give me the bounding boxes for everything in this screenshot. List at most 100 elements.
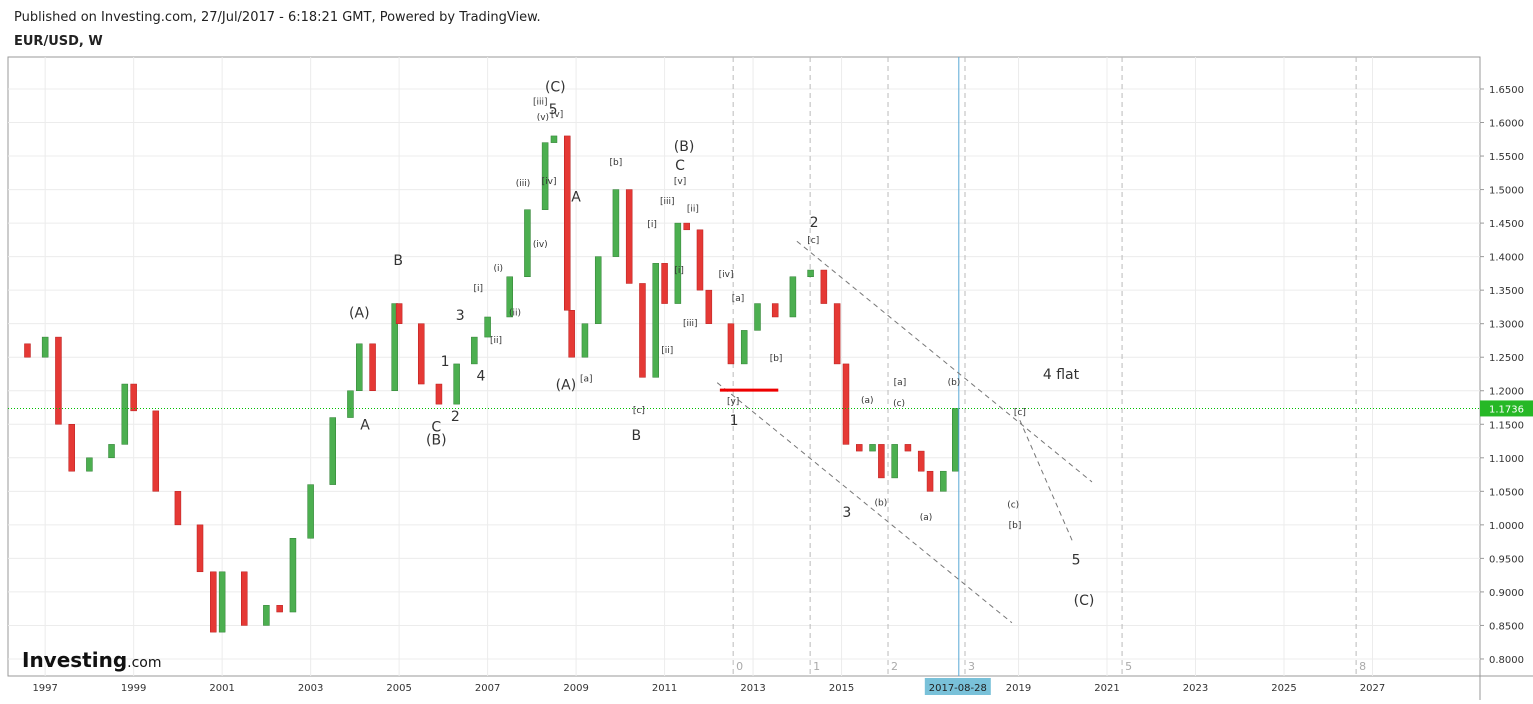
wave-label: [ii]: [687, 204, 699, 214]
candle: [771, 303, 779, 318]
candle: [926, 470, 934, 492]
wave-label: [iii]: [660, 197, 675, 207]
wave-label: C: [675, 158, 685, 174]
wave-label: (v): [537, 113, 549, 123]
x-tick-label: 2007: [475, 683, 500, 694]
last-price-box: [1480, 400, 1533, 417]
candle: [506, 276, 513, 318]
wave-label: [a]: [580, 375, 593, 385]
candle: [891, 444, 898, 479]
y-tick-label: 1.5000: [1489, 186, 1524, 197]
y-tick-label: 0.8500: [1489, 621, 1524, 632]
wave-label: [iv]: [542, 177, 557, 187]
candle: [484, 316, 491, 338]
wave-label: [v]: [551, 110, 563, 120]
logo-name: Investing: [22, 648, 127, 672]
candle: [789, 276, 797, 318]
candle: [369, 343, 376, 391]
y-tick-label: 1.2000: [1489, 387, 1524, 398]
candle: [55, 336, 62, 425]
fib-zone-label: 5: [1125, 660, 1132, 673]
wave-label: (c): [893, 399, 905, 409]
candle: [940, 470, 947, 492]
candle: [727, 323, 735, 365]
x-tick-label: 2027: [1360, 683, 1385, 694]
candle: [754, 303, 761, 331]
overlay: 0.8000 0.8500 0.9000 0.9500 1.0000 1.0500 1.10…: [22, 85, 1533, 695]
candle: [130, 383, 137, 412]
wave-label: [c]: [633, 406, 645, 416]
x-tick-label: 2005: [386, 683, 411, 694]
wave-label: 3: [842, 505, 851, 521]
wave-label: (iv): [533, 240, 548, 250]
wave-label: [i]: [647, 220, 657, 230]
wave-label: A: [571, 189, 581, 205]
x-tick-label: 1997: [32, 683, 57, 694]
fib-zone-label: 3: [968, 660, 975, 673]
wave-label: [i]: [674, 266, 684, 276]
fib-zone-label: 1: [813, 660, 820, 673]
wave-label: [v]: [674, 177, 686, 187]
y-tick-label: 1.4500: [1489, 219, 1524, 230]
wave-label: B: [393, 253, 403, 269]
trend-line: [716, 382, 1013, 624]
wave-label: 5: [549, 102, 558, 118]
y-tick-label: 1.1000: [1489, 454, 1524, 465]
wave-label: [b]: [1009, 521, 1022, 531]
wave-label: B: [631, 428, 641, 444]
candle: [661, 263, 668, 304]
trend-line: [796, 240, 1093, 483]
last-price-label: 1.1736: [1489, 404, 1524, 415]
x-tick-label: 2019: [1006, 683, 1031, 694]
wave-label: 2: [810, 215, 819, 231]
candle: [108, 444, 115, 459]
y-tick-label: 1.0500: [1489, 487, 1524, 498]
wave-label: (A): [349, 305, 370, 321]
candle: [683, 222, 690, 231]
candle: [639, 283, 646, 378]
y-tick-label: 1.0000: [1489, 521, 1524, 532]
wave-label: (A): [556, 378, 577, 394]
candle: [705, 289, 713, 324]
published-note: Published on Investing.com, 27/Jul/2017 …: [14, 10, 541, 25]
candle: [329, 417, 337, 485]
candle: [24, 343, 31, 358]
wave-label: [i]: [474, 284, 484, 294]
fib-zone-label: 8: [1359, 660, 1366, 673]
wave-label: (B): [426, 433, 447, 449]
candle: [276, 605, 283, 613]
candle: [152, 410, 160, 492]
wave-label: 1: [441, 354, 450, 370]
wave-label: [iii]: [533, 98, 548, 108]
cursor-box: [924, 678, 991, 695]
candle: [395, 303, 403, 324]
candle: [904, 444, 912, 452]
x-tick-label: 2011: [652, 683, 677, 694]
wave-label: (a): [861, 396, 874, 406]
wave-label: [b]: [610, 158, 623, 168]
wave-label: (c): [1007, 501, 1019, 511]
wave-label: 2: [451, 409, 460, 425]
wave-label: (C): [545, 79, 566, 95]
wave-label: (b): [875, 499, 888, 509]
x-tick-label: 2021: [1094, 683, 1119, 694]
candle: [289, 538, 297, 613]
candle: [307, 484, 314, 539]
candle: [524, 209, 531, 277]
wave-label: [ii]: [661, 346, 673, 356]
wave-label: [ii]: [490, 336, 502, 346]
candle: [696, 229, 704, 291]
candle: [391, 303, 398, 391]
y-tick-label: 0.9500: [1489, 554, 1524, 565]
x-tick-label: 2001: [209, 683, 234, 694]
candle: [833, 303, 841, 365]
candle: [625, 189, 633, 284]
candle: [196, 524, 204, 573]
candle: [581, 323, 589, 358]
candle: [68, 424, 75, 472]
wave-label: 1: [730, 413, 739, 429]
wave-label: [c]: [1014, 408, 1026, 418]
candle: [356, 343, 363, 391]
x-tick-label: 2015: [829, 683, 854, 694]
y-tick-label: 0.8000: [1489, 655, 1524, 666]
